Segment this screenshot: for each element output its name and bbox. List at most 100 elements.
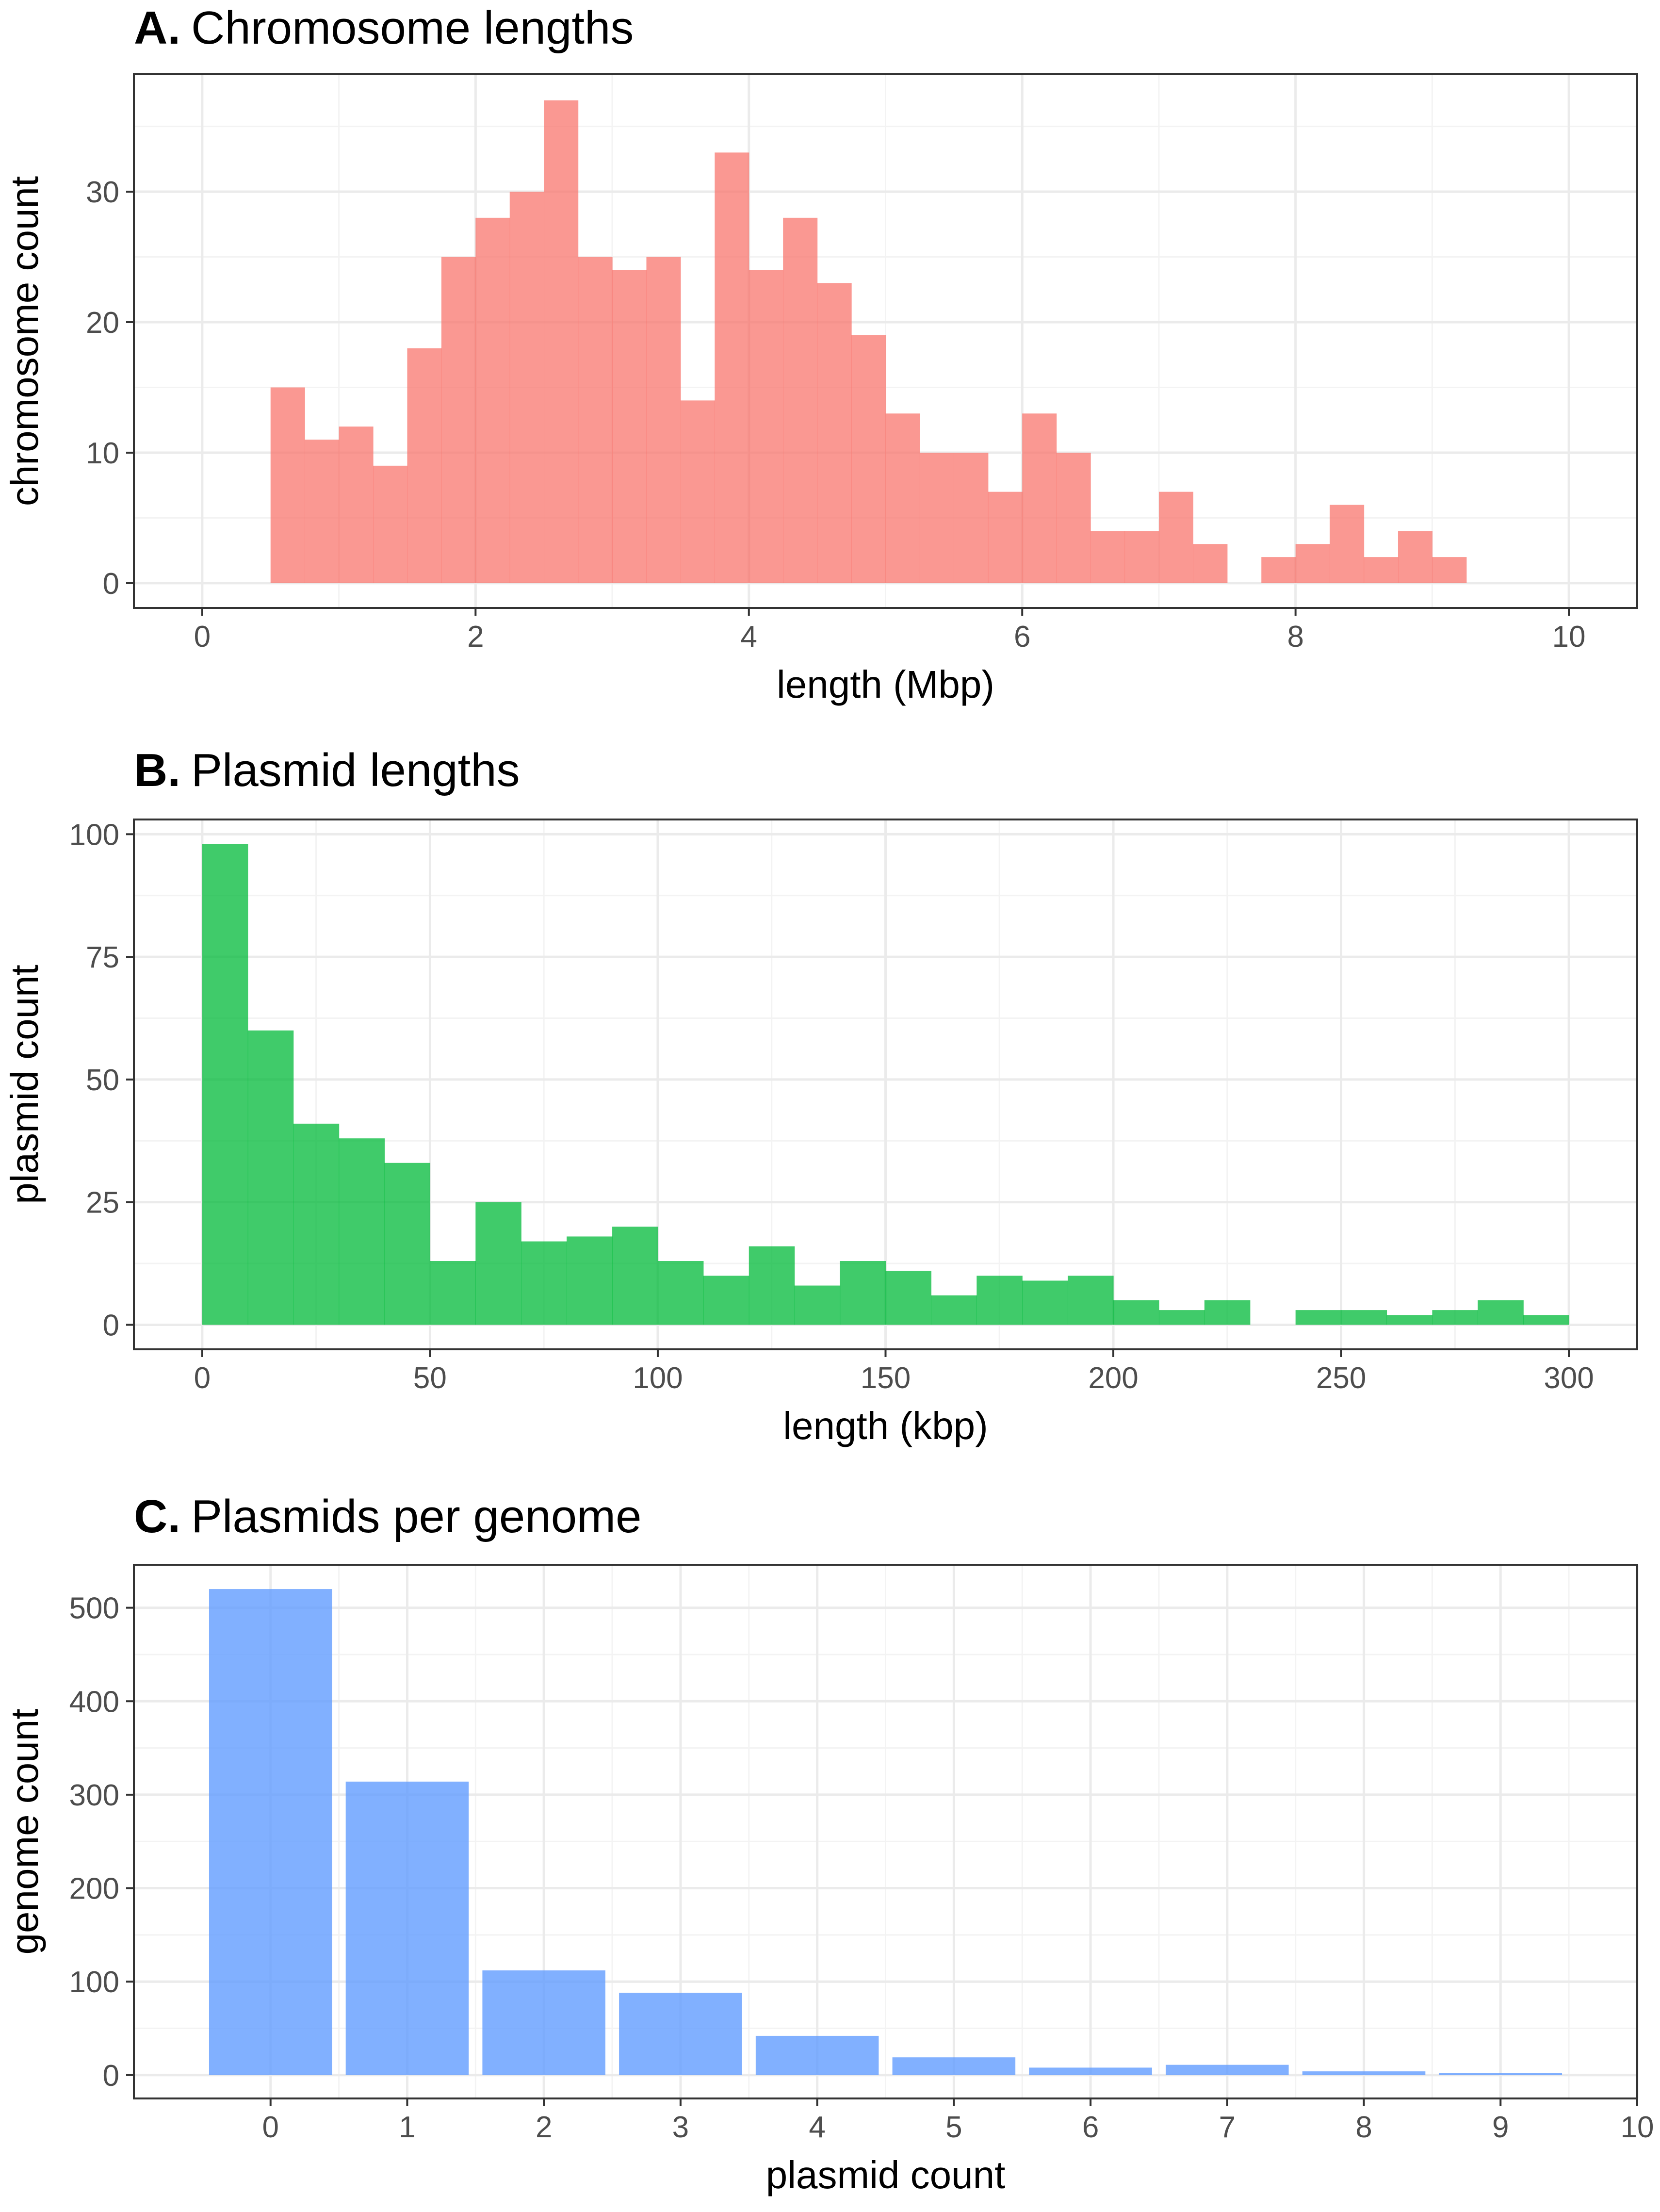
histogram-bar bbox=[954, 452, 989, 583]
histogram-bar bbox=[270, 387, 305, 583]
histogram-bar bbox=[1124, 531, 1159, 583]
x-tick-label: 0 bbox=[194, 1361, 211, 1395]
x-tick-label: 250 bbox=[1316, 1361, 1366, 1395]
histogram-bar bbox=[509, 192, 544, 583]
y-tick-label: 300 bbox=[69, 1779, 119, 1812]
y-axis-title: chromosome count bbox=[3, 176, 46, 506]
histogram-bar bbox=[749, 1246, 795, 1325]
histogram-bar bbox=[612, 1227, 658, 1325]
histogram-bar bbox=[1341, 1310, 1387, 1325]
y-tick-label: 100 bbox=[69, 818, 119, 852]
histogram-bar bbox=[1432, 557, 1467, 583]
x-tick-label: 200 bbox=[1088, 1361, 1138, 1395]
y-tick-label: 0 bbox=[103, 567, 119, 601]
histogram-bar bbox=[578, 257, 613, 583]
x-tick-label: 5 bbox=[945, 2111, 962, 2144]
histogram-bar bbox=[1386, 1315, 1433, 1325]
histogram-bar bbox=[407, 348, 442, 583]
histogram-bar bbox=[1295, 544, 1330, 583]
y-tick-label: 50 bbox=[86, 1064, 119, 1097]
histogram-bar bbox=[1432, 1310, 1478, 1325]
y-axis-title: plasmid count bbox=[3, 965, 46, 1204]
histogram-bar bbox=[1364, 557, 1399, 583]
x-tick-label: 6 bbox=[1082, 2111, 1099, 2144]
histogram-bar bbox=[339, 1138, 385, 1325]
y-tick-label: 0 bbox=[103, 1309, 119, 1342]
x-tick-label: 2 bbox=[536, 2111, 552, 2144]
x-tick-label: 8 bbox=[1355, 2111, 1372, 2144]
histogram-bar bbox=[521, 1241, 567, 1325]
bar bbox=[1029, 2067, 1152, 2075]
y-tick-label: 100 bbox=[69, 1966, 119, 1999]
histogram-bar bbox=[1330, 505, 1365, 583]
x-tick-label: 2 bbox=[467, 620, 484, 654]
bar bbox=[1166, 2065, 1289, 2075]
histogram-bar bbox=[749, 270, 783, 583]
histogram-bar bbox=[988, 492, 1023, 583]
x-tick-label: 300 bbox=[1544, 1361, 1594, 1395]
x-axis-title: plasmid count bbox=[766, 2153, 1006, 2196]
bar bbox=[1439, 2073, 1562, 2075]
histogram-bar bbox=[475, 1202, 521, 1325]
x-tick-label: 7 bbox=[1219, 2111, 1236, 2144]
histogram-bar bbox=[931, 1295, 977, 1325]
x-tick-label: 6 bbox=[1014, 620, 1030, 654]
histogram-bar bbox=[715, 152, 749, 583]
histogram-bar bbox=[247, 1030, 294, 1325]
panel-title: A. Chromosome lengths bbox=[134, 2, 634, 54]
histogram-bar bbox=[612, 270, 647, 583]
bar bbox=[345, 1781, 469, 2075]
histogram-bar bbox=[1056, 452, 1091, 583]
bar bbox=[892, 2057, 1016, 2075]
histogram-bar bbox=[1158, 492, 1193, 583]
histogram-bar bbox=[1478, 1300, 1524, 1325]
histogram-bar bbox=[1158, 1310, 1205, 1325]
bar bbox=[1302, 2071, 1426, 2075]
histogram-bar bbox=[703, 1276, 749, 1325]
y-tick-label: 30 bbox=[86, 176, 119, 209]
histogram-bar bbox=[293, 1123, 340, 1325]
x-axis-title: length (kbp) bbox=[783, 1404, 988, 1447]
histogram-bar bbox=[919, 452, 954, 583]
histogram-bar bbox=[680, 400, 715, 583]
histogram-bar bbox=[202, 844, 248, 1325]
panel-plasmid-lengths: B. Plasmid lengths 0 50 100 150 200 250 300 0 25 50… bbox=[3, 744, 1638, 1447]
histogram-bar bbox=[1022, 413, 1057, 583]
histogram-bar bbox=[794, 1285, 841, 1325]
histogram-bar bbox=[1398, 531, 1433, 583]
histogram-bar bbox=[544, 100, 579, 583]
panel-title-text: Plasmid lengths bbox=[191, 744, 520, 796]
bar bbox=[482, 1970, 605, 2075]
x-tick-label: 8 bbox=[1287, 620, 1303, 654]
histogram-bar bbox=[1022, 1280, 1068, 1325]
x-tick-label: 10 bbox=[1621, 2111, 1654, 2144]
panel-title: B. Plasmid lengths bbox=[134, 744, 520, 796]
bar bbox=[209, 1589, 332, 2075]
histogram-bar bbox=[1523, 1315, 1569, 1325]
histogram-bar bbox=[1068, 1276, 1114, 1325]
panel-title: C. Plasmids per genome bbox=[134, 1491, 641, 1542]
histogram-bar bbox=[1090, 531, 1125, 583]
bar bbox=[619, 1993, 742, 2075]
histogram-bar bbox=[657, 1261, 704, 1325]
panel-letter: B. bbox=[134, 744, 180, 796]
panel-title-text: Plasmids per genome bbox=[191, 1491, 641, 1542]
histogram-bar bbox=[1295, 1310, 1342, 1325]
histogram-bar bbox=[1113, 1300, 1159, 1325]
panel-letter: A. bbox=[134, 2, 180, 54]
histogram-bar bbox=[475, 217, 510, 583]
histogram-bar bbox=[783, 217, 818, 583]
panel-border bbox=[133, 73, 1638, 609]
x-tick-label: 50 bbox=[413, 1361, 447, 1395]
bar bbox=[755, 2035, 879, 2075]
histogram-bar bbox=[373, 465, 408, 583]
histogram-bar bbox=[1204, 1300, 1251, 1325]
y-axis-title: genome count bbox=[3, 1708, 46, 1954]
panel-chromosome-lengths: A. Chromosome lengths 0 2 4 6 8 10 0 10 20 30 length… bbox=[3, 2, 1638, 706]
y-tick-label: 75 bbox=[86, 941, 119, 974]
histogram-bar bbox=[885, 1271, 932, 1325]
y-tick-label: 25 bbox=[86, 1186, 119, 1220]
y-tick-label: 0 bbox=[103, 2059, 119, 2093]
